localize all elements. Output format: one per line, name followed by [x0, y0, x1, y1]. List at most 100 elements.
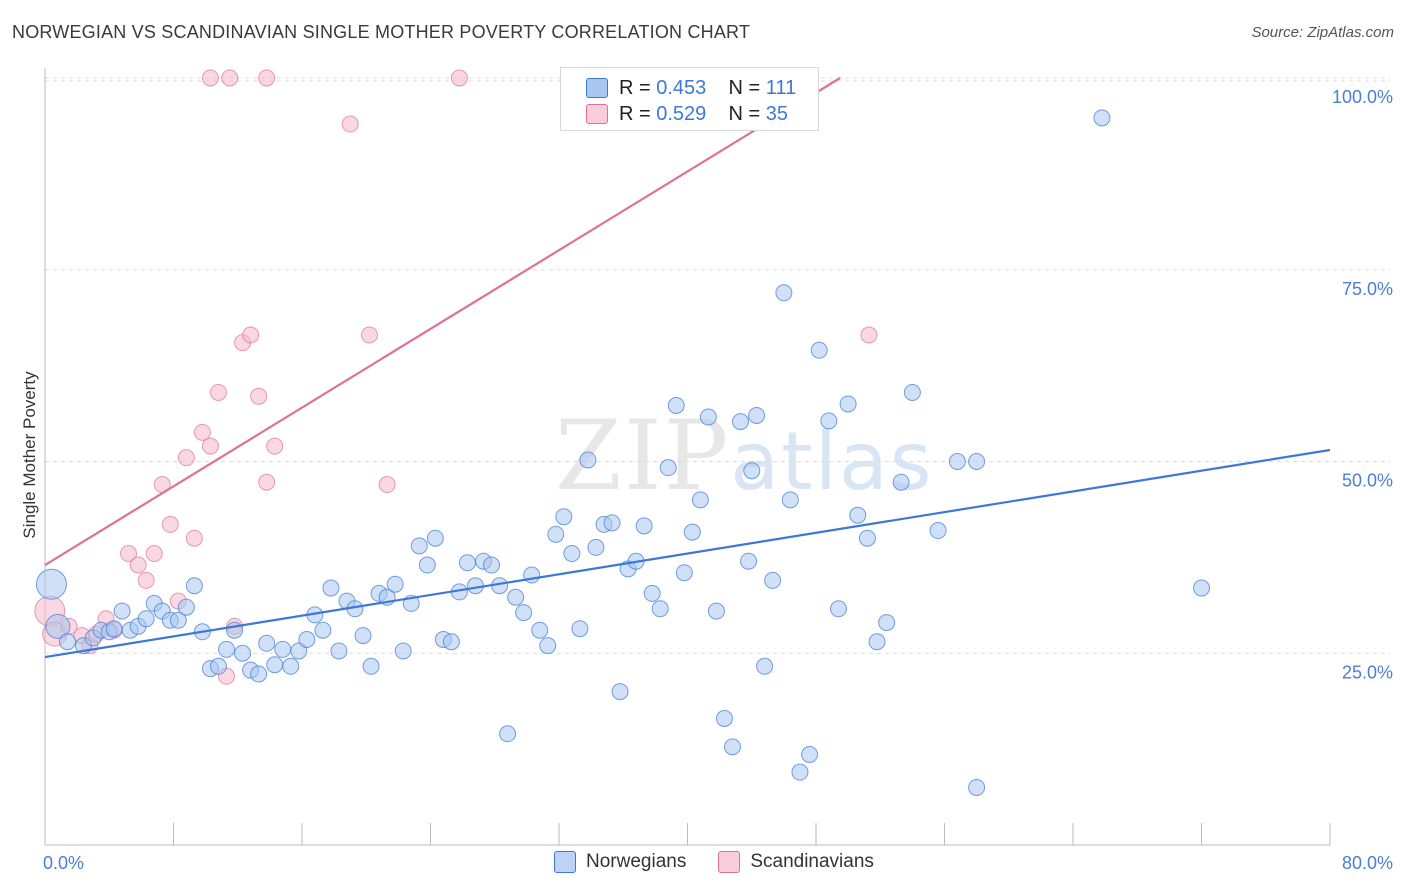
norwegians-point — [507, 588, 525, 606]
norwegians-point — [781, 491, 799, 509]
norwegians-point — [105, 620, 123, 638]
norwegians-point — [659, 459, 677, 477]
data-points — [34, 69, 1210, 796]
scandinavians-point — [221, 69, 239, 87]
norwegians-point — [113, 602, 131, 620]
norwegians-point — [764, 571, 782, 589]
norwegians-point — [829, 600, 847, 618]
axes — [44, 68, 1331, 846]
scandinavians-point — [258, 473, 276, 491]
scandinavians-point — [209, 383, 227, 401]
bottom-legend-scandinavians: Scandinavians — [718, 851, 874, 873]
norwegians-point — [45, 613, 71, 639]
norwegians-point — [250, 665, 268, 683]
norwegians-point — [635, 517, 653, 535]
tick-labels: 100.0% 75.0% 50.0% 25.0% 0.0% 80.0% — [43, 87, 1393, 873]
norwegians-point — [968, 453, 986, 470]
bottom-legend-label: Scandinavians — [750, 851, 874, 872]
scandinavians-point — [250, 387, 268, 405]
bottom-legend-norwegians: Norwegians — [554, 851, 686, 873]
y-tick-label: 75.0% — [1342, 279, 1393, 299]
norwegians-point — [531, 621, 549, 639]
source-label: Source: ZipAtlas.com — [1251, 24, 1394, 41]
scandinavians-point — [860, 326, 878, 344]
x-tick-label: 0.0% — [43, 853, 84, 873]
scandinavians-point — [341, 115, 359, 133]
trend-lines — [44, 77, 1331, 659]
norwegians-point — [839, 395, 857, 413]
scandinavians-point — [266, 437, 284, 455]
scandinavians-point — [378, 476, 396, 494]
legend-swatch-blue — [586, 78, 608, 98]
norwegians-point — [185, 577, 203, 595]
legend-n-label: N = — [728, 102, 761, 125]
norwegians-point — [740, 552, 758, 570]
norwegians-point — [547, 525, 565, 543]
norwegians-point — [515, 604, 533, 622]
norwegians-point — [322, 579, 340, 597]
norwegians-point — [732, 413, 750, 431]
norwegians-point — [458, 554, 476, 572]
norwegians-point — [394, 642, 412, 660]
legend-r-value: 0.453 — [656, 76, 707, 99]
norwegians-point — [177, 598, 195, 616]
scandinavians-point — [177, 449, 195, 467]
norwegians-trend-line — [44, 448, 1331, 659]
norwegians-point — [354, 627, 372, 645]
norwegians-point — [791, 763, 809, 781]
scandinavians-point — [185, 529, 203, 547]
scandinavians-point — [129, 556, 147, 574]
norwegians-point — [858, 529, 876, 547]
norwegians-point — [330, 642, 348, 660]
norwegians-point — [426, 529, 444, 547]
norwegians-point — [314, 621, 332, 639]
norwegians-point — [58, 633, 76, 651]
norwegians-point — [35, 568, 67, 600]
scandinavians-point — [201, 69, 219, 87]
norwegians-point — [691, 491, 709, 509]
norwegians-point — [707, 602, 725, 620]
norwegians-point — [555, 508, 573, 526]
gridlines — [45, 77, 1390, 654]
norwegians-point — [603, 514, 621, 532]
scandinavians-point — [145, 545, 163, 563]
bottom-legend: Norwegians Scandinavians — [554, 851, 906, 873]
norwegians-point — [675, 564, 693, 582]
norwegians-point — [810, 341, 828, 359]
norwegians-point — [386, 575, 404, 593]
scandinavians-point — [193, 423, 211, 441]
scandinavians-point — [120, 545, 138, 563]
norwegians-point — [929, 522, 947, 540]
norwegians-point — [715, 709, 733, 727]
scandinavians-point — [242, 326, 260, 344]
y-axis-label: Single Mother Poverty — [20, 371, 39, 539]
norwegians-point — [137, 610, 155, 628]
norwegians-point — [699, 408, 717, 426]
norwegians-point — [868, 633, 886, 651]
y-tick-label: 50.0% — [1342, 471, 1393, 491]
norwegians-point — [683, 523, 701, 541]
norwegians-point — [362, 657, 380, 675]
norwegians-point — [849, 506, 867, 524]
norwegians-point — [1193, 579, 1210, 597]
norwegians-point — [290, 642, 308, 660]
norwegians-point — [611, 683, 629, 701]
legend-n-value: 35 — [765, 102, 789, 125]
scandinavians-point — [137, 571, 155, 589]
bottom-legend-label: Norwegians — [586, 851, 687, 872]
norwegians-point — [743, 462, 761, 480]
legend-swatch-pink — [586, 104, 608, 124]
x-tick-label: 80.0% — [1342, 853, 1393, 873]
legend: R = 0.453 N = 111 R = 0.529 N = 35 — [560, 67, 819, 131]
norwegians-point — [442, 633, 460, 651]
scandinavians-trend-line — [44, 77, 841, 566]
norwegians-point — [651, 600, 669, 618]
norwegians-point — [483, 556, 501, 574]
norwegians-point — [775, 284, 793, 302]
bottom-swatch-blue — [554, 851, 576, 873]
norwegians-point — [266, 656, 284, 674]
y-tick-label: 100.0% — [1332, 87, 1393, 107]
norwegians-point — [298, 630, 316, 648]
norwegians-point — [820, 412, 838, 430]
